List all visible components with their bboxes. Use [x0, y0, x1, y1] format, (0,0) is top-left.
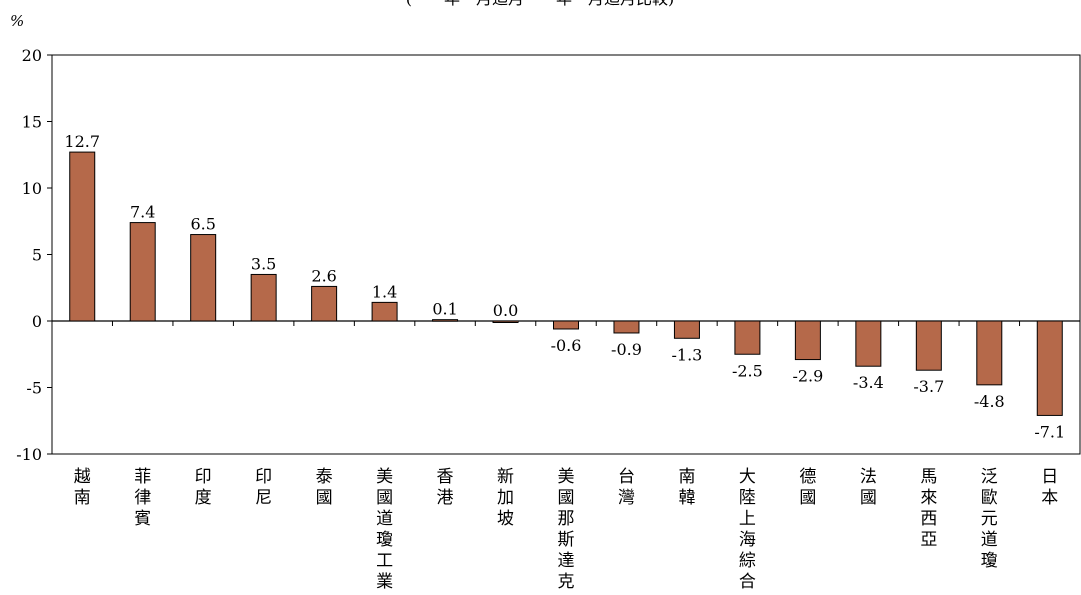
- category-label: 南韓: [678, 467, 695, 508]
- category-label: 日本: [1041, 467, 1058, 508]
- bar: [673, 320, 700, 339]
- bar: [734, 320, 761, 355]
- category-label: 菲律賓: [134, 467, 151, 529]
- value-label: 1.4: [372, 282, 397, 301]
- category-label: 美國道瓊工業: [376, 467, 393, 592]
- category-label: 泛歐元道瓊: [981, 467, 998, 571]
- bar: [976, 320, 1003, 386]
- category-label: 美國那斯達克: [558, 467, 575, 592]
- value-label: -7.1: [1034, 422, 1065, 441]
- category-label: 香港: [437, 467, 454, 508]
- y-tick-label: 5: [32, 246, 42, 265]
- bar: [250, 273, 277, 322]
- category-label: 法國: [860, 467, 877, 508]
- value-label: -3.7: [913, 377, 944, 396]
- value-label: -0.9: [611, 340, 642, 359]
- value-label: -1.3: [672, 345, 703, 364]
- bar: [794, 320, 821, 361]
- bar: [69, 151, 96, 322]
- value-label: -0.6: [551, 336, 582, 355]
- bar: [915, 320, 942, 371]
- bar: [613, 320, 640, 334]
- value-label: 6.5: [190, 215, 215, 234]
- chart-subtitle-fragment: ( 年 月迄月 年 月迄月比較): [406, 0, 675, 8]
- y-tick-label: 0: [32, 312, 42, 331]
- y-tick-label: 20: [22, 46, 42, 65]
- category-label: 馬來西亞: [920, 467, 937, 550]
- category-label: 德國: [799, 467, 816, 508]
- category-label: 印尼: [255, 467, 272, 508]
- y-axis-ticks: 20 15 10 5 0 -5 -10: [16, 46, 52, 464]
- value-label: 0.0: [493, 301, 518, 320]
- value-label: 3.5: [251, 254, 276, 273]
- bar: [311, 285, 338, 322]
- bar: [190, 234, 217, 322]
- value-label: 0.1: [432, 300, 457, 319]
- value-label: 2.6: [311, 266, 336, 285]
- y-tick-label: -10: [16, 445, 42, 464]
- bar: [553, 320, 579, 330]
- value-label: -2.5: [732, 361, 763, 380]
- bar: [371, 301, 398, 322]
- y-tick-label: 15: [22, 113, 42, 132]
- bar: [492, 320, 519, 323]
- bar: [1036, 320, 1063, 416]
- bars: [69, 151, 1063, 416]
- value-label: -2.9: [792, 367, 823, 386]
- value-label: -4.8: [974, 392, 1005, 411]
- value-label: 7.4: [130, 203, 155, 222]
- category-label: 泰國: [316, 467, 333, 508]
- category-label: 印度: [195, 467, 212, 508]
- category-label: 越南: [74, 467, 91, 508]
- bar: [855, 320, 882, 367]
- category-labels: 越南 菲律賓 印度 印尼 泰國 美國道瓊工業 香港 新加坡 美國那斯達克 台灣 南韓 大陸上海綜合 德國…: [74, 467, 1059, 592]
- category-label: 大陸上海綜合: [739, 467, 756, 592]
- value-label: -3.4: [853, 373, 884, 392]
- bar: [129, 222, 156, 322]
- y-unit-label: %: [10, 12, 24, 30]
- category-label: 新加坡: [497, 467, 514, 529]
- bar: [432, 319, 459, 322]
- y-tick-label: -5: [26, 379, 42, 398]
- y-tick-label: 10: [22, 179, 42, 198]
- value-labels: 12.7 7.4 6.5 3.5 2.6 1.4 0.1 0.0 -0.6 -0.9 -1.3 -2.…: [64, 132, 1065, 441]
- value-label: 12.7: [64, 132, 100, 151]
- category-label: 台灣: [618, 467, 635, 508]
